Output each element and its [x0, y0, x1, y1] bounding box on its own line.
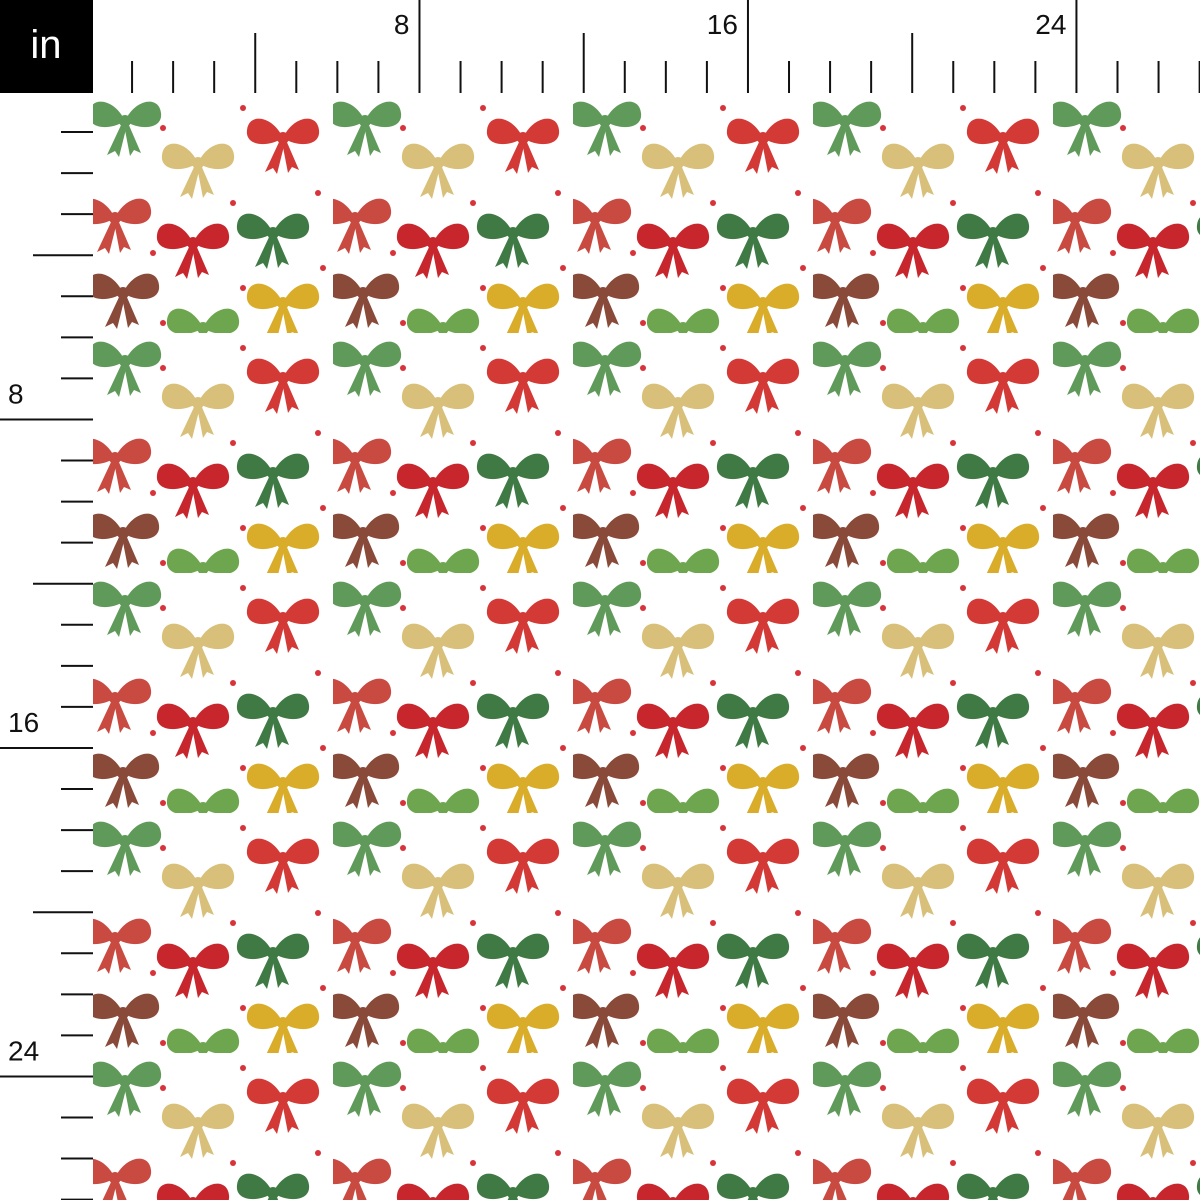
ruler-label: 16	[8, 707, 39, 738]
unit-label: in	[30, 23, 61, 67]
ruler-label: 24	[8, 1035, 39, 1066]
unit-box	[0, 0, 93, 93]
ruler-label: 8	[8, 378, 24, 409]
left-ruler	[0, 0, 93, 1200]
ruler-label: 24	[1035, 9, 1066, 40]
top-ruler	[0, 0, 1200, 93]
ruler-label: 8	[394, 9, 410, 40]
ruler-label: 16	[707, 9, 738, 40]
fabric-pattern	[93, 93, 1200, 1200]
